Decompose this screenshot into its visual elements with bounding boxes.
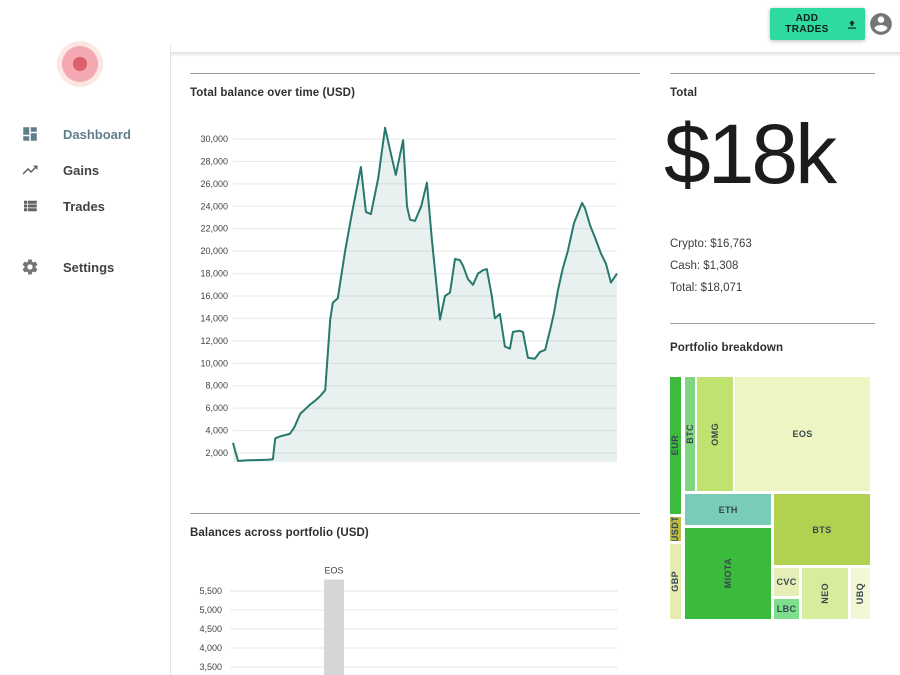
balance-line — [232, 126, 618, 462]
svg-text:30,000: 30,000 — [200, 134, 228, 144]
treemap-tile-miota[interactable]: MIOTA — [683, 527, 773, 620]
balance-area-fill — [233, 127, 617, 463]
total-title: Total — [670, 87, 698, 99]
sidebar-item-label: Dashboard — [63, 126, 131, 142]
svg-text:14,000: 14,000 — [200, 313, 228, 323]
svg-text:24,000: 24,000 — [200, 201, 228, 211]
treemap-tile-ubq[interactable]: UBQ — [849, 567, 871, 620]
divider — [190, 513, 640, 514]
treemap-tile-label: USDT — [670, 516, 681, 542]
upload-icon — [847, 20, 857, 29]
svg-text:18,000: 18,000 — [200, 269, 228, 279]
pink-dot-logo — [57, 41, 103, 87]
treemap-tile-lbc[interactable]: LBC — [773, 597, 801, 620]
treemap-tile-eth[interactable]: ETH — [683, 493, 773, 527]
treemap-tile-omg[interactable]: OMG — [696, 376, 734, 492]
svg-text:2,000: 2,000 — [205, 448, 228, 458]
svg-text:16,000: 16,000 — [200, 291, 228, 301]
eos-bar-label: EOS — [324, 566, 343, 576]
divider — [670, 323, 875, 324]
sidebar-item-label: Gains — [63, 162, 100, 178]
treemap-tile-label: EOS — [792, 428, 813, 439]
treemap-tile-label: ETH — [718, 504, 738, 515]
treemap-tile-label: EUR — [670, 435, 681, 456]
total-stats: Crypto: $16,763 Cash: $1,308 Total: $18,… — [670, 233, 752, 299]
add-trades-button[interactable]: ADD TRADES — [770, 8, 865, 40]
svg-text:28,000: 28,000 — [200, 156, 228, 166]
balances-bar-chart: 5,500 5,000 4,500 4,000 3,500 EOS — [199, 566, 618, 675]
portfolio-treemap: EUR USDT GBP BTC OMG EOS ETH MIOTA BTS CVC LBC NEO U… — [669, 376, 871, 620]
crypto-total: Crypto: $16,763 — [670, 238, 752, 250]
treemap-tile-label: NEO — [819, 583, 830, 604]
treemap-tile-label: MIOTA — [723, 558, 734, 589]
grand-total: Total: $18,071 — [670, 282, 743, 294]
sidebar-item-gains[interactable]: Gains — [0, 155, 170, 185]
trending-up-icon — [22, 165, 38, 175]
svg-text:5,500: 5,500 — [199, 586, 222, 596]
account-circle-icon[interactable] — [868, 11, 894, 37]
svg-text:20,000: 20,000 — [200, 246, 228, 256]
treemap-tile-cvc[interactable]: CVC — [773, 567, 801, 598]
svg-text:22,000: 22,000 — [200, 224, 228, 234]
treemap-tile-eur[interactable]: EUR — [669, 376, 682, 515]
topbar-shadow — [171, 52, 900, 57]
treemap-tile-label: GBP — [670, 571, 681, 592]
total-headline: $18k — [664, 107, 837, 201]
treemap-tile-label: BTS — [812, 524, 832, 535]
svg-text:6,000: 6,000 — [205, 403, 228, 413]
sidebar-item-dashboard[interactable]: Dashboard — [0, 119, 170, 149]
treemap-tile-usdt[interactable]: USDT — [669, 516, 682, 542]
eos-bar[interactable] — [324, 579, 344, 675]
treemap-tile-label: LBC — [776, 603, 797, 614]
sidebar-item-trades[interactable]: Trades — [0, 191, 170, 221]
treemap-tile-btc[interactable]: BTC — [683, 376, 696, 492]
cash-total: Cash: $1,308 — [670, 260, 739, 272]
svg-text:8,000: 8,000 — [205, 381, 228, 391]
treemap-tile-label: BTC — [684, 424, 695, 444]
sidebar-divider — [170, 45, 171, 675]
svg-text:3,500: 3,500 — [199, 662, 222, 672]
divider — [670, 73, 875, 74]
treemap-tile-label: UBQ — [855, 582, 866, 605]
list-icon — [24, 200, 37, 212]
svg-text:12,000: 12,000 — [200, 336, 228, 346]
balances-chart-title: Balances across portfolio (USD) — [190, 527, 369, 539]
sidebar-item-label: Settings — [63, 259, 115, 275]
treemap-tile-bts[interactable]: BTS — [773, 493, 871, 567]
treemap-tile-label: OMG — [710, 422, 721, 446]
svg-text:4,500: 4,500 — [199, 624, 222, 634]
sidebar-item-label: Trades — [63, 198, 105, 214]
sidebar-item-settings[interactable]: Settings — [0, 252, 170, 282]
gear-icon — [22, 259, 38, 275]
treemap-tile-neo[interactable]: NEO — [800, 567, 850, 620]
divider — [190, 73, 640, 74]
balance-over-time-chart: 30,000 28,000 26,000 24,000 22,000 20,000 18,0… — [200, 126, 618, 463]
svg-text:4,000: 4,000 — [199, 643, 222, 653]
svg-text:26,000: 26,000 — [200, 179, 228, 189]
portfolio-title: Portfolio breakdown — [670, 342, 784, 354]
svg-text:4,000: 4,000 — [205, 426, 228, 436]
svg-text:10,000: 10,000 — [200, 358, 228, 368]
add-trades-label: ADD TRADES — [785, 13, 829, 35]
treemap-tile-label: CVC — [776, 577, 797, 588]
dashboard-grid-icon — [23, 127, 37, 141]
balance-chart-title: Total balance over time (USD) — [190, 87, 356, 99]
treemap-tile-eos[interactable]: EOS — [734, 376, 871, 492]
svg-text:5,000: 5,000 — [199, 605, 222, 615]
treemap-tile-gbp[interactable]: GBP — [669, 542, 682, 620]
